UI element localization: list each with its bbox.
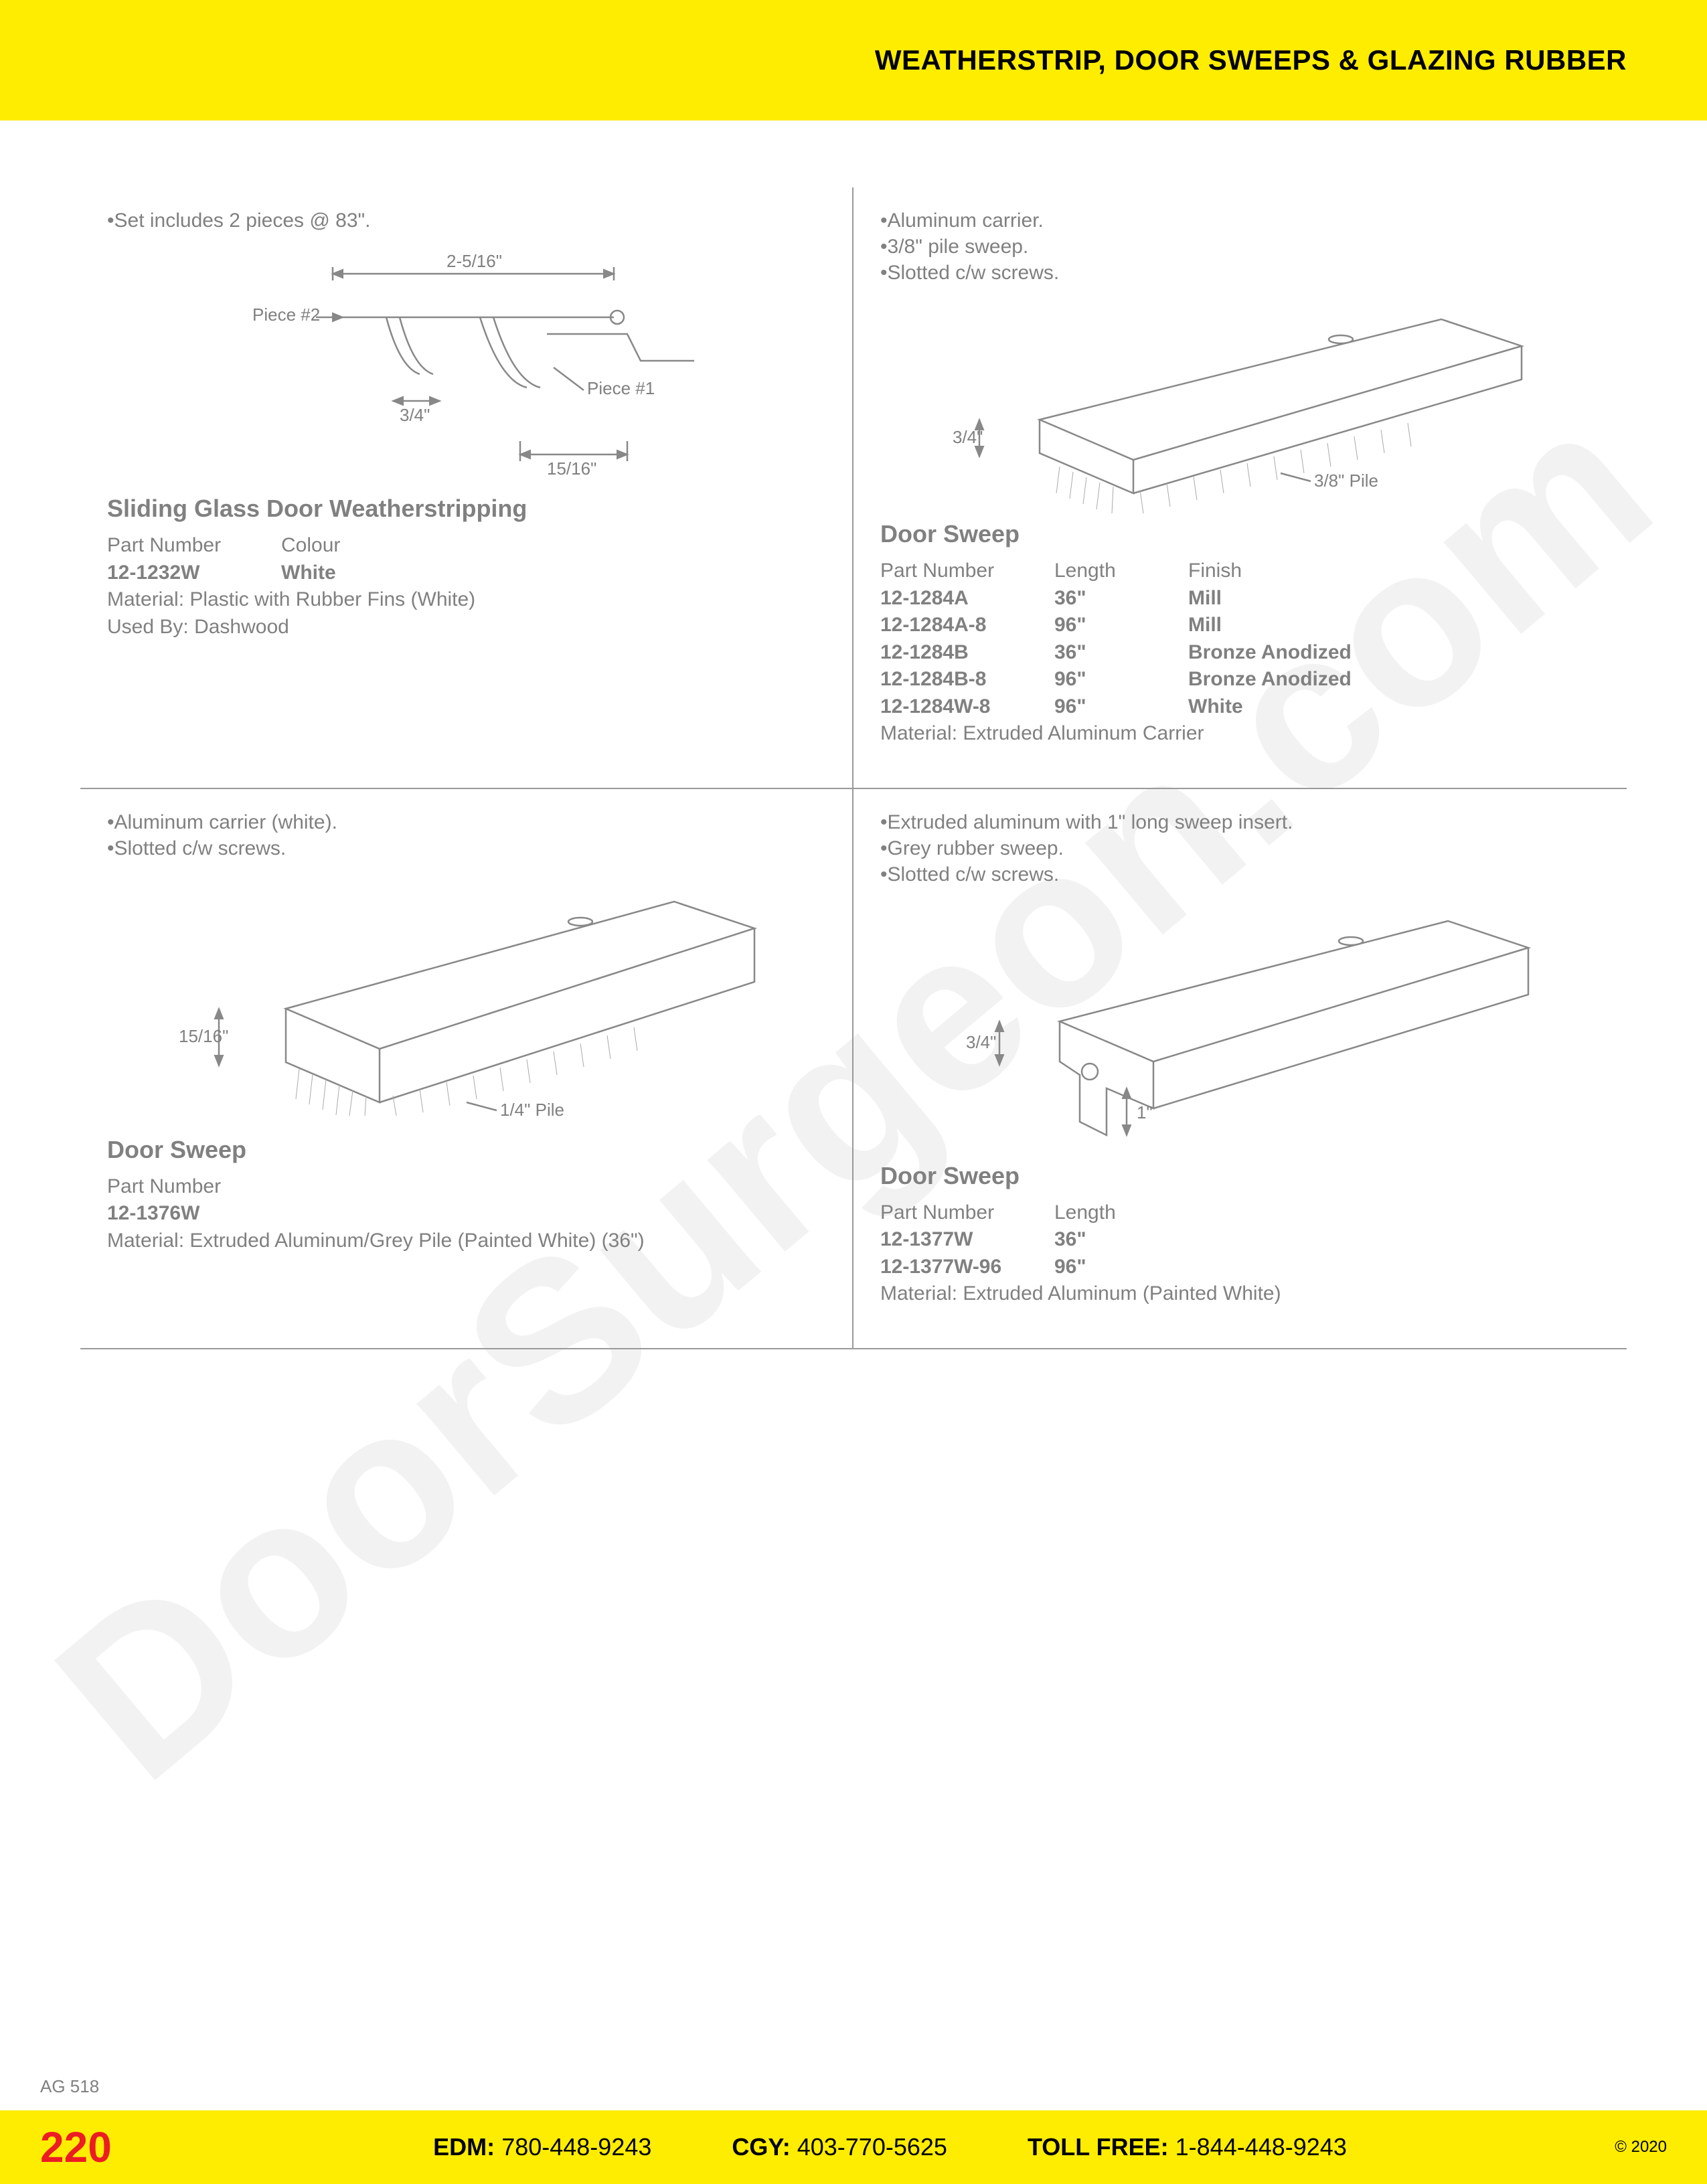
edm-phone: 780-448-9243 <box>501 2133 651 2161</box>
product-title: Sliding Glass Door Weatherstripping <box>107 495 825 523</box>
part-number: 12-1232W <box>107 560 281 587</box>
note: •Slotted c/w screws. <box>880 861 1600 888</box>
part: 12-1284B-8 <box>880 666 1054 693</box>
dim-piece1: Piece #1 <box>587 378 655 398</box>
pile-brush <box>1056 423 1411 513</box>
toll-label: TOLL FREE: <box>1028 2133 1169 2161</box>
mat-label: Material: <box>880 722 957 744</box>
col-finish: Finish <box>1188 558 1416 585</box>
product-title: Door Sweep <box>880 1162 1600 1190</box>
part: 12-1376W <box>107 1200 281 1228</box>
len: 96" <box>1054 666 1188 693</box>
dim-34: 3/4" <box>966 1032 996 1052</box>
diagram-door-sweep-1376: 15/16" 1/4" Pile <box>107 875 825 1116</box>
note: •Slotted c/w screws. <box>107 835 825 861</box>
page-number: 220 <box>40 2122 112 2172</box>
col-colour: Colour <box>281 532 415 560</box>
col-part: Part Number <box>880 1199 1054 1227</box>
spec-table: Part Number Length 12-1377W36" 12-1377W-… <box>880 1199 1600 1308</box>
spec-table: Part Number Colour 12-1232W White Materi… <box>107 532 825 641</box>
product-cell-4: •Extruded aluminum with 1" long sweep in… <box>854 789 1627 1349</box>
diagram-door-sweep-1284: 3/4" 3/8" Pile <box>880 299 1600 500</box>
mat-value: Extruded Aluminum/Grey Pile (Painted Whi… <box>189 1230 644 1252</box>
col-length: Length <box>1054 558 1188 585</box>
len: 96" <box>1054 693 1188 721</box>
product-cell-1: •Set includes 2 pieces @ 83". 2-5/16" Pi… <box>80 187 854 789</box>
dim-34: 3/4" <box>953 427 983 447</box>
len: 36" <box>1054 1226 1188 1254</box>
copyright: © 2020 <box>1615 2138 1667 2157</box>
note: •Grey rubber sweep. <box>880 835 1600 861</box>
diagram-sliding-glass: 2-5/16" Piece #2 3/4" Piece #1 <box>107 247 825 475</box>
header-bar: WEATHERSTRIP, DOOR SWEEPS & GLAZING RUBB… <box>0 0 1707 120</box>
used-value: Dashwood <box>194 616 289 638</box>
note: •3/8" pile sweep. <box>880 234 1600 260</box>
part: 12-1284A-8 <box>880 612 1054 639</box>
dim-1516: 15/16" <box>547 458 596 479</box>
note: •Slotted c/w screws. <box>880 260 1600 286</box>
note: •Aluminum carrier. <box>880 207 1600 234</box>
spec-table: Part Number Length Finish 12-1284A36"Mil… <box>880 558 1600 748</box>
part: 12-1377W <box>880 1226 1054 1254</box>
dim-34: 3/4" <box>400 405 430 425</box>
fin: White <box>1188 693 1416 721</box>
note: •Aluminum carrier (white). <box>107 809 825 835</box>
part: 12-1284W-8 <box>880 693 1054 721</box>
col-part: Part Number <box>107 532 281 560</box>
spec-table: Part Number 12-1376W Material: Extruded … <box>107 1173 825 1255</box>
mat-label: Material: <box>880 1282 957 1305</box>
note: •Set includes 2 pieces @ 83". <box>107 207 825 234</box>
part: 12-1377W-96 <box>880 1254 1054 1281</box>
mat-value: Plastic with Rubber Fins (White) <box>189 588 475 610</box>
header-title: WEATHERSTRIP, DOOR SWEEPS & GLAZING RUBB… <box>875 44 1627 76</box>
mat-label: Material: <box>107 588 184 610</box>
len: 36" <box>1054 585 1188 612</box>
fin: Bronze Anodized <box>1188 666 1416 693</box>
part: 12-1284A <box>880 585 1054 612</box>
content-grid: •Set includes 2 pieces @ 83". 2-5/16" Pi… <box>0 120 1707 1349</box>
mat-value: Extruded Aluminum (Painted White) <box>963 1282 1281 1305</box>
used-label: Used By: <box>107 616 189 638</box>
dim-width: 2-5/16" <box>446 251 502 271</box>
fin: Bronze Anodized <box>1188 639 1416 667</box>
cgy-label: CGY: <box>732 2133 790 2161</box>
product-title: Door Sweep <box>880 520 1600 548</box>
diagram-door-sweep-1377: 3/4" 1" <box>880 901 1600 1142</box>
product-cell-3: •Aluminum carrier (white). •Slotted c/w … <box>80 789 854 1349</box>
product-title: Door Sweep <box>107 1136 825 1164</box>
col-part: Part Number <box>880 558 1054 585</box>
mat-value: Extruded Aluminum Carrier <box>963 722 1204 744</box>
toll-phone: 1-844-448-9243 <box>1175 2133 1347 2161</box>
product-cell-2: •Aluminum carrier. •3/8" pile sweep. •Sl… <box>854 187 1627 789</box>
dim-pile: 1/4" Pile <box>500 1100 564 1120</box>
fin: Mill <box>1188 585 1416 612</box>
footer-bar: 220 EDM: 780-448-9243 CGY: 403-770-5625 … <box>0 2110 1707 2184</box>
edm-label: EDM: <box>433 2133 495 2161</box>
col-length: Length <box>1054 1199 1188 1227</box>
dim-piece2: Piece #2 <box>252 305 320 325</box>
note: •Extruded aluminum with 1" long sweep in… <box>880 809 1600 835</box>
part: 12-1284B <box>880 639 1054 667</box>
len: 96" <box>1054 1254 1188 1281</box>
len: 36" <box>1054 639 1188 667</box>
len: 96" <box>1054 612 1188 639</box>
dim-1: 1" <box>1137 1102 1153 1122</box>
cgy-phone: 403-770-5625 <box>797 2133 947 2161</box>
dim-pile: 3/8" Pile <box>1314 471 1378 491</box>
fin: Mill <box>1188 612 1416 639</box>
dim-1516: 15/16" <box>179 1026 228 1046</box>
mat-label: Material: <box>107 1230 184 1252</box>
colour: White <box>281 560 415 587</box>
footer-contacts: EDM: 780-448-9243 CGY: 403-770-5625 TOLL… <box>165 2133 1615 2161</box>
ag-code: AG 518 <box>40 2076 99 2097</box>
col-part: Part Number <box>107 1173 281 1201</box>
